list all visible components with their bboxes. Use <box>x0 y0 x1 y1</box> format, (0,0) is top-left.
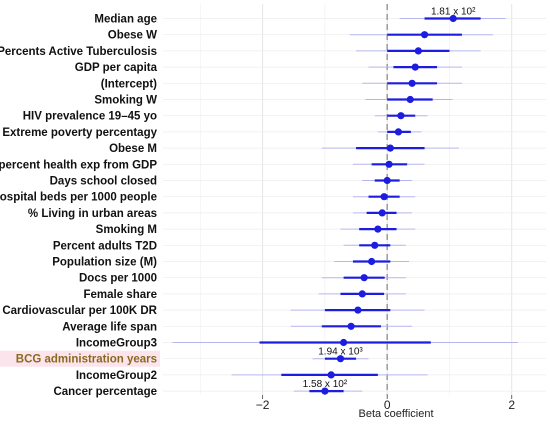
x-axis-ticks: −2 0 2 <box>256 395 515 412</box>
y-tick-label: Percent adults T2D <box>53 240 157 252</box>
estimate-point <box>385 160 393 168</box>
estimate-point <box>378 209 386 217</box>
estimate-point <box>371 241 379 249</box>
estimate-point <box>394 128 403 136</box>
y-tick-label: BCG administration years <box>16 354 157 366</box>
estimate-point <box>414 47 422 55</box>
y-tick-label: Cardiovascular per 100K DR <box>2 305 157 317</box>
y-tick-label: percent health exp from GDP <box>0 159 157 171</box>
x-tick-label: 2 <box>508 398 515 412</box>
y-tick-label: Median age <box>94 14 157 26</box>
estimate-point <box>368 257 376 266</box>
y-tick-label: % Living in urban areas <box>28 208 157 220</box>
value-annotation: 1.81 x 10² <box>431 7 476 18</box>
value-annotation: 1.94 x 10³ <box>318 347 363 358</box>
y-tick-label: Extreme poverty percentagy <box>2 127 157 139</box>
y-tick-label: HIV prevalence 19–45 yo <box>23 111 157 123</box>
estimate-point <box>420 31 429 39</box>
estimate-point <box>408 79 416 87</box>
value-annotation: 1.58 x 10² <box>303 379 348 390</box>
y-tick-label: Female share <box>83 289 157 301</box>
y-tick-label: Smoking W <box>94 95 157 107</box>
estimate-point <box>327 371 335 379</box>
estimate-point <box>406 95 414 104</box>
y-tick-label: Smoking M <box>96 224 157 236</box>
estimate-point <box>449 14 457 23</box>
estimate-point <box>380 193 388 201</box>
x-axis-label: Beta coefficient <box>358 408 433 420</box>
y-tick-label: IncomeGroup3 <box>76 338 157 350</box>
estimate-point <box>397 112 405 120</box>
y-tick-label: Obese M <box>109 143 157 155</box>
coefficient-marks <box>172 14 518 395</box>
annotations: 1.81 x 10² 1.94 x 10³ 1.58 x 10² <box>303 7 476 391</box>
highlight-band <box>0 350 160 367</box>
y-tick-label: Docs per 1000 <box>79 273 157 285</box>
y-tick-label: Days school closed <box>50 176 157 188</box>
estimate-point <box>360 274 368 282</box>
y-tick-label: Population size (M) <box>52 257 157 269</box>
plot-panel <box>163 4 546 395</box>
estimate-point <box>321 387 329 395</box>
y-tick-label: GDP per capita <box>75 62 158 74</box>
estimate-point <box>354 306 362 314</box>
y-tick-label: IncomeGroup2 <box>76 370 157 382</box>
y-tick-label: Obese W <box>108 30 157 42</box>
x-tick-label: −2 <box>256 398 270 412</box>
highlight-band-layer <box>0 350 160 367</box>
y-tick-label: (Intercept) <box>101 78 157 90</box>
y-tick-label: Cancer percentage <box>53 386 157 398</box>
x-tick-label: 0 <box>384 398 391 412</box>
estimate-point <box>358 290 366 298</box>
estimate-point <box>340 338 348 347</box>
estimate-point <box>411 63 419 71</box>
estimate-point <box>374 225 382 233</box>
estimate-point <box>386 144 394 152</box>
y-tick-label: Percents Active Tuberculosis <box>0 46 157 58</box>
estimate-point <box>336 355 345 363</box>
y-tick-label: Hospital beds per 1000 people <box>0 192 157 204</box>
y-axis-labels: Median age Obese W Percents Active Tubercu… <box>0 14 158 399</box>
estimate-point <box>383 176 391 185</box>
estimate-point <box>347 322 355 330</box>
y-tick-label: Average life span <box>62 321 157 333</box>
